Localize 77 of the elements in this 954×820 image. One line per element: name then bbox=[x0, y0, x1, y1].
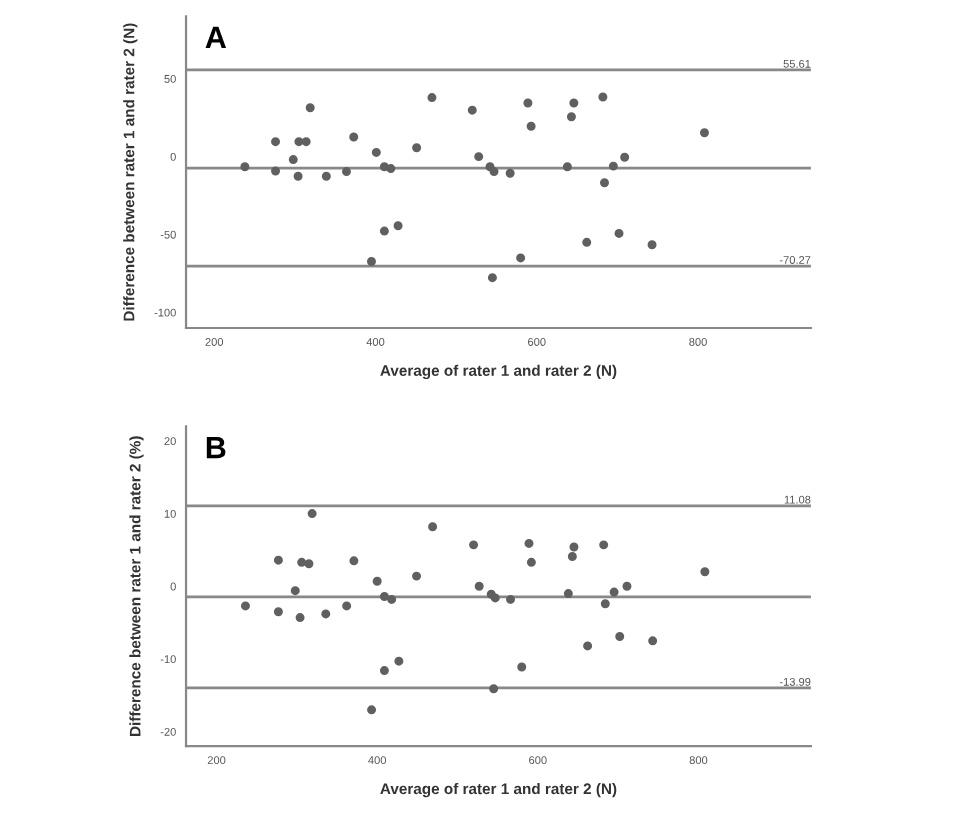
point bbox=[372, 576, 382, 586]
point bbox=[524, 538, 534, 548]
point bbox=[474, 581, 484, 591]
annotation: A bbox=[205, 26, 227, 48]
point bbox=[648, 636, 658, 646]
point bbox=[614, 228, 624, 238]
point bbox=[489, 684, 499, 694]
point bbox=[598, 92, 608, 102]
point bbox=[582, 237, 592, 247]
point bbox=[379, 591, 389, 601]
point bbox=[412, 571, 422, 581]
point bbox=[371, 147, 381, 157]
point bbox=[387, 594, 397, 604]
point bbox=[489, 167, 499, 177]
point bbox=[569, 98, 579, 108]
point bbox=[321, 171, 331, 181]
annotation: B bbox=[206, 437, 226, 459]
point bbox=[608, 161, 618, 171]
point bbox=[583, 641, 593, 651]
point bbox=[379, 666, 389, 676]
point bbox=[566, 112, 576, 122]
point bbox=[526, 121, 536, 131]
point bbox=[517, 662, 527, 672]
point bbox=[288, 155, 298, 165]
point bbox=[526, 557, 536, 567]
point bbox=[506, 594, 516, 604]
point bbox=[240, 601, 250, 611]
point bbox=[600, 599, 610, 609]
point bbox=[599, 540, 609, 550]
point bbox=[366, 256, 376, 266]
point bbox=[562, 162, 572, 172]
point bbox=[349, 556, 359, 566]
point bbox=[305, 103, 315, 113]
point bbox=[349, 132, 359, 142]
point bbox=[271, 166, 281, 176]
point bbox=[379, 162, 389, 172]
point bbox=[523, 98, 533, 108]
point bbox=[294, 137, 304, 147]
point bbox=[394, 656, 404, 666]
point bbox=[700, 567, 710, 577]
point bbox=[615, 631, 625, 641]
point bbox=[699, 128, 709, 138]
point bbox=[342, 601, 352, 611]
point bbox=[271, 137, 281, 147]
point bbox=[341, 167, 351, 177]
point bbox=[609, 587, 619, 597]
point bbox=[273, 607, 283, 617]
point bbox=[428, 522, 438, 532]
point bbox=[467, 105, 477, 115]
point bbox=[307, 509, 317, 519]
point bbox=[600, 178, 609, 188]
point bbox=[379, 226, 389, 236]
point bbox=[367, 705, 377, 715]
point bbox=[304, 559, 314, 569]
point bbox=[620, 152, 630, 162]
point bbox=[293, 171, 303, 181]
point bbox=[386, 164, 396, 174]
point bbox=[273, 555, 283, 565]
point bbox=[321, 609, 331, 619]
point bbox=[569, 542, 579, 552]
point bbox=[240, 162, 250, 172]
point bbox=[647, 240, 657, 250]
point bbox=[622, 581, 632, 591]
point bbox=[505, 168, 515, 178]
point bbox=[469, 540, 479, 550]
point bbox=[290, 586, 300, 596]
point bbox=[295, 613, 305, 623]
point bbox=[393, 221, 403, 231]
point bbox=[567, 552, 577, 561]
point bbox=[474, 152, 484, 162]
point bbox=[301, 137, 311, 147]
point bbox=[427, 93, 437, 103]
point bbox=[563, 589, 573, 599]
point bbox=[297, 557, 307, 567]
point bbox=[412, 143, 422, 153]
point bbox=[487, 273, 497, 283]
point bbox=[516, 253, 526, 263]
